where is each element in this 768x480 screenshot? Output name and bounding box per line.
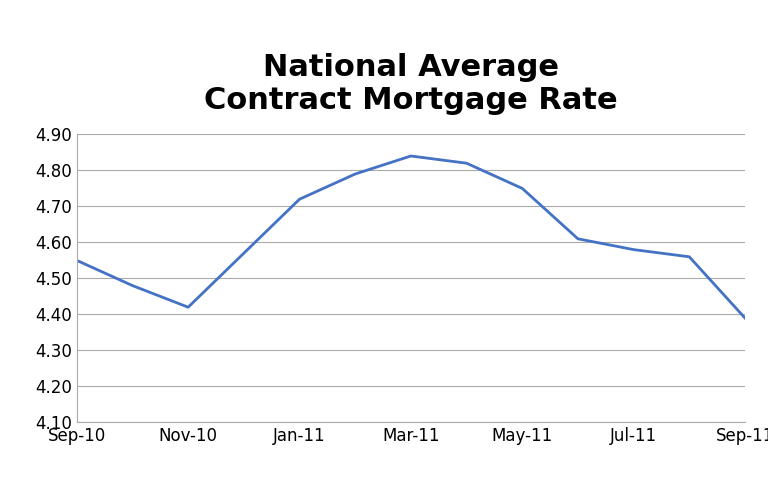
Title: National Average
Contract Mortgage Rate: National Average Contract Mortgage Rate	[204, 53, 617, 115]
